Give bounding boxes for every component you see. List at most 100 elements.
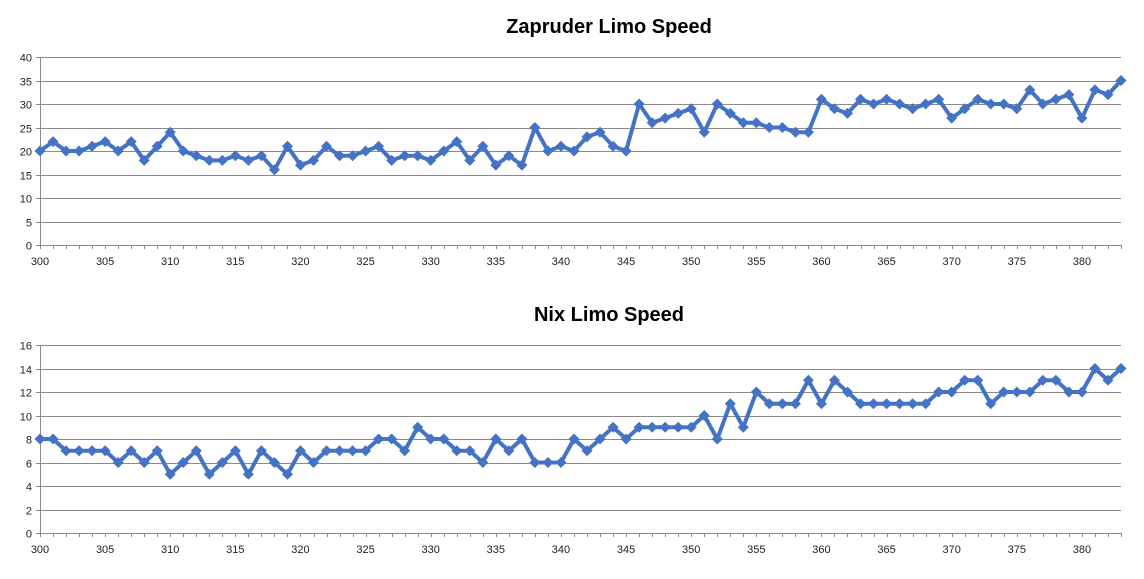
data-point-marker [1037, 98, 1049, 110]
data-point-marker [711, 98, 723, 110]
data-point-marker [1037, 374, 1049, 386]
data-point-marker [360, 445, 372, 457]
data-point-marker [959, 103, 971, 115]
data-point-marker [112, 457, 124, 468]
data-point-marker [73, 145, 85, 157]
x-tick-label: 335 [487, 256, 505, 268]
data-point-marker [894, 398, 906, 410]
x-tick-label: 350 [682, 256, 700, 268]
x-tick-label: 300 [31, 256, 49, 268]
data-point-marker [946, 112, 958, 124]
y-tick-label: 2 [26, 506, 32, 518]
data-point-marker [1115, 75, 1127, 86]
data-point-marker [907, 103, 919, 115]
data-point-marker [894, 98, 906, 110]
data-point-marker [164, 126, 176, 138]
data-point-marker [451, 136, 463, 148]
data-point-marker [386, 433, 398, 445]
data-point-marker [294, 159, 306, 171]
x-tick-label: 355 [747, 256, 765, 268]
data-point-marker [789, 398, 801, 410]
data-point-marker [1011, 386, 1023, 398]
x-tick-label: 320 [291, 544, 309, 556]
data-point-marker [294, 445, 306, 457]
x-tick-label: 375 [1008, 544, 1026, 556]
x-tick-label: 380 [1073, 256, 1091, 268]
data-point-marker [1089, 84, 1101, 96]
x-tick-label: 315 [226, 544, 244, 556]
data-point-marker [464, 445, 476, 457]
data-point-marker [985, 98, 997, 110]
data-point-marker [620, 433, 632, 445]
data-point-marker [425, 433, 437, 445]
data-point-marker [1024, 386, 1036, 398]
data-point-marker [503, 445, 515, 457]
data-point-marker [568, 145, 580, 157]
data-point-marker [972, 374, 984, 386]
data-point-marker [203, 468, 215, 480]
x-tick-label: 360 [812, 544, 830, 556]
data-point-marker [86, 140, 98, 152]
data-point-marker [1089, 363, 1101, 374]
y-tick-label: 6 [26, 459, 32, 471]
data-point-marker [399, 150, 411, 162]
data-point-marker [633, 421, 645, 433]
data-point-marker [177, 457, 189, 468]
y-tick-label: 10 [20, 194, 32, 206]
data-point-marker [568, 433, 580, 445]
data-point-marker [1115, 363, 1127, 374]
data-point-marker [855, 93, 867, 105]
chart-title: Zapruder Limo Speed [506, 16, 712, 38]
data-point-marker [841, 386, 853, 398]
x-tick-label: 310 [161, 544, 179, 556]
data-point-marker [972, 93, 984, 105]
data-point-marker [281, 140, 293, 152]
data-point-marker [321, 140, 333, 152]
data-point-marker [60, 145, 72, 157]
data-point-marker [112, 145, 124, 157]
y-tick-label: 10 [20, 412, 32, 424]
data-point-marker [542, 145, 554, 157]
data-point-marker [815, 93, 827, 105]
x-tick-label: 340 [552, 544, 570, 556]
data-point-marker [737, 421, 749, 433]
data-point-marker [151, 140, 163, 152]
data-point-marker [724, 398, 736, 410]
data-point-marker [86, 445, 98, 457]
data-point-marker [229, 445, 241, 457]
data-point-marker [1024, 84, 1036, 96]
data-point-marker [1102, 89, 1114, 101]
x-tick-label: 380 [1073, 544, 1091, 556]
data-point-marker [203, 154, 215, 166]
data-point-marker [347, 445, 359, 457]
x-tick-label: 350 [682, 544, 700, 556]
data-point-marker [737, 117, 749, 129]
data-point-marker [47, 136, 59, 148]
data-point-marker [802, 126, 814, 138]
data-point-marker [946, 386, 958, 398]
data-point-marker [724, 107, 736, 119]
data-point-marker [451, 445, 463, 457]
data-point-marker [138, 457, 150, 468]
data-point-marker [646, 421, 658, 433]
data-point-marker [190, 445, 202, 457]
data-point-marker [933, 386, 945, 398]
y-tick-label: 0 [26, 529, 32, 541]
x-tick-label: 335 [487, 544, 505, 556]
data-point-marker [933, 93, 945, 105]
x-tick-label: 355 [747, 544, 765, 556]
series-line [38, 78, 1123, 172]
data-point-marker [802, 374, 814, 386]
data-point-marker [477, 457, 489, 468]
data-point-marker [373, 433, 385, 445]
data-point-marker [412, 421, 424, 433]
data-point-marker [998, 386, 1010, 398]
data-point-marker [907, 398, 919, 410]
data-point-marker [138, 154, 150, 166]
series-line [38, 366, 1123, 477]
data-point-marker [190, 150, 202, 162]
data-point-marker [347, 150, 359, 162]
y-tick-label: 5 [26, 218, 32, 230]
x-tick-label: 375 [1008, 256, 1026, 268]
data-point-marker [464, 154, 476, 166]
